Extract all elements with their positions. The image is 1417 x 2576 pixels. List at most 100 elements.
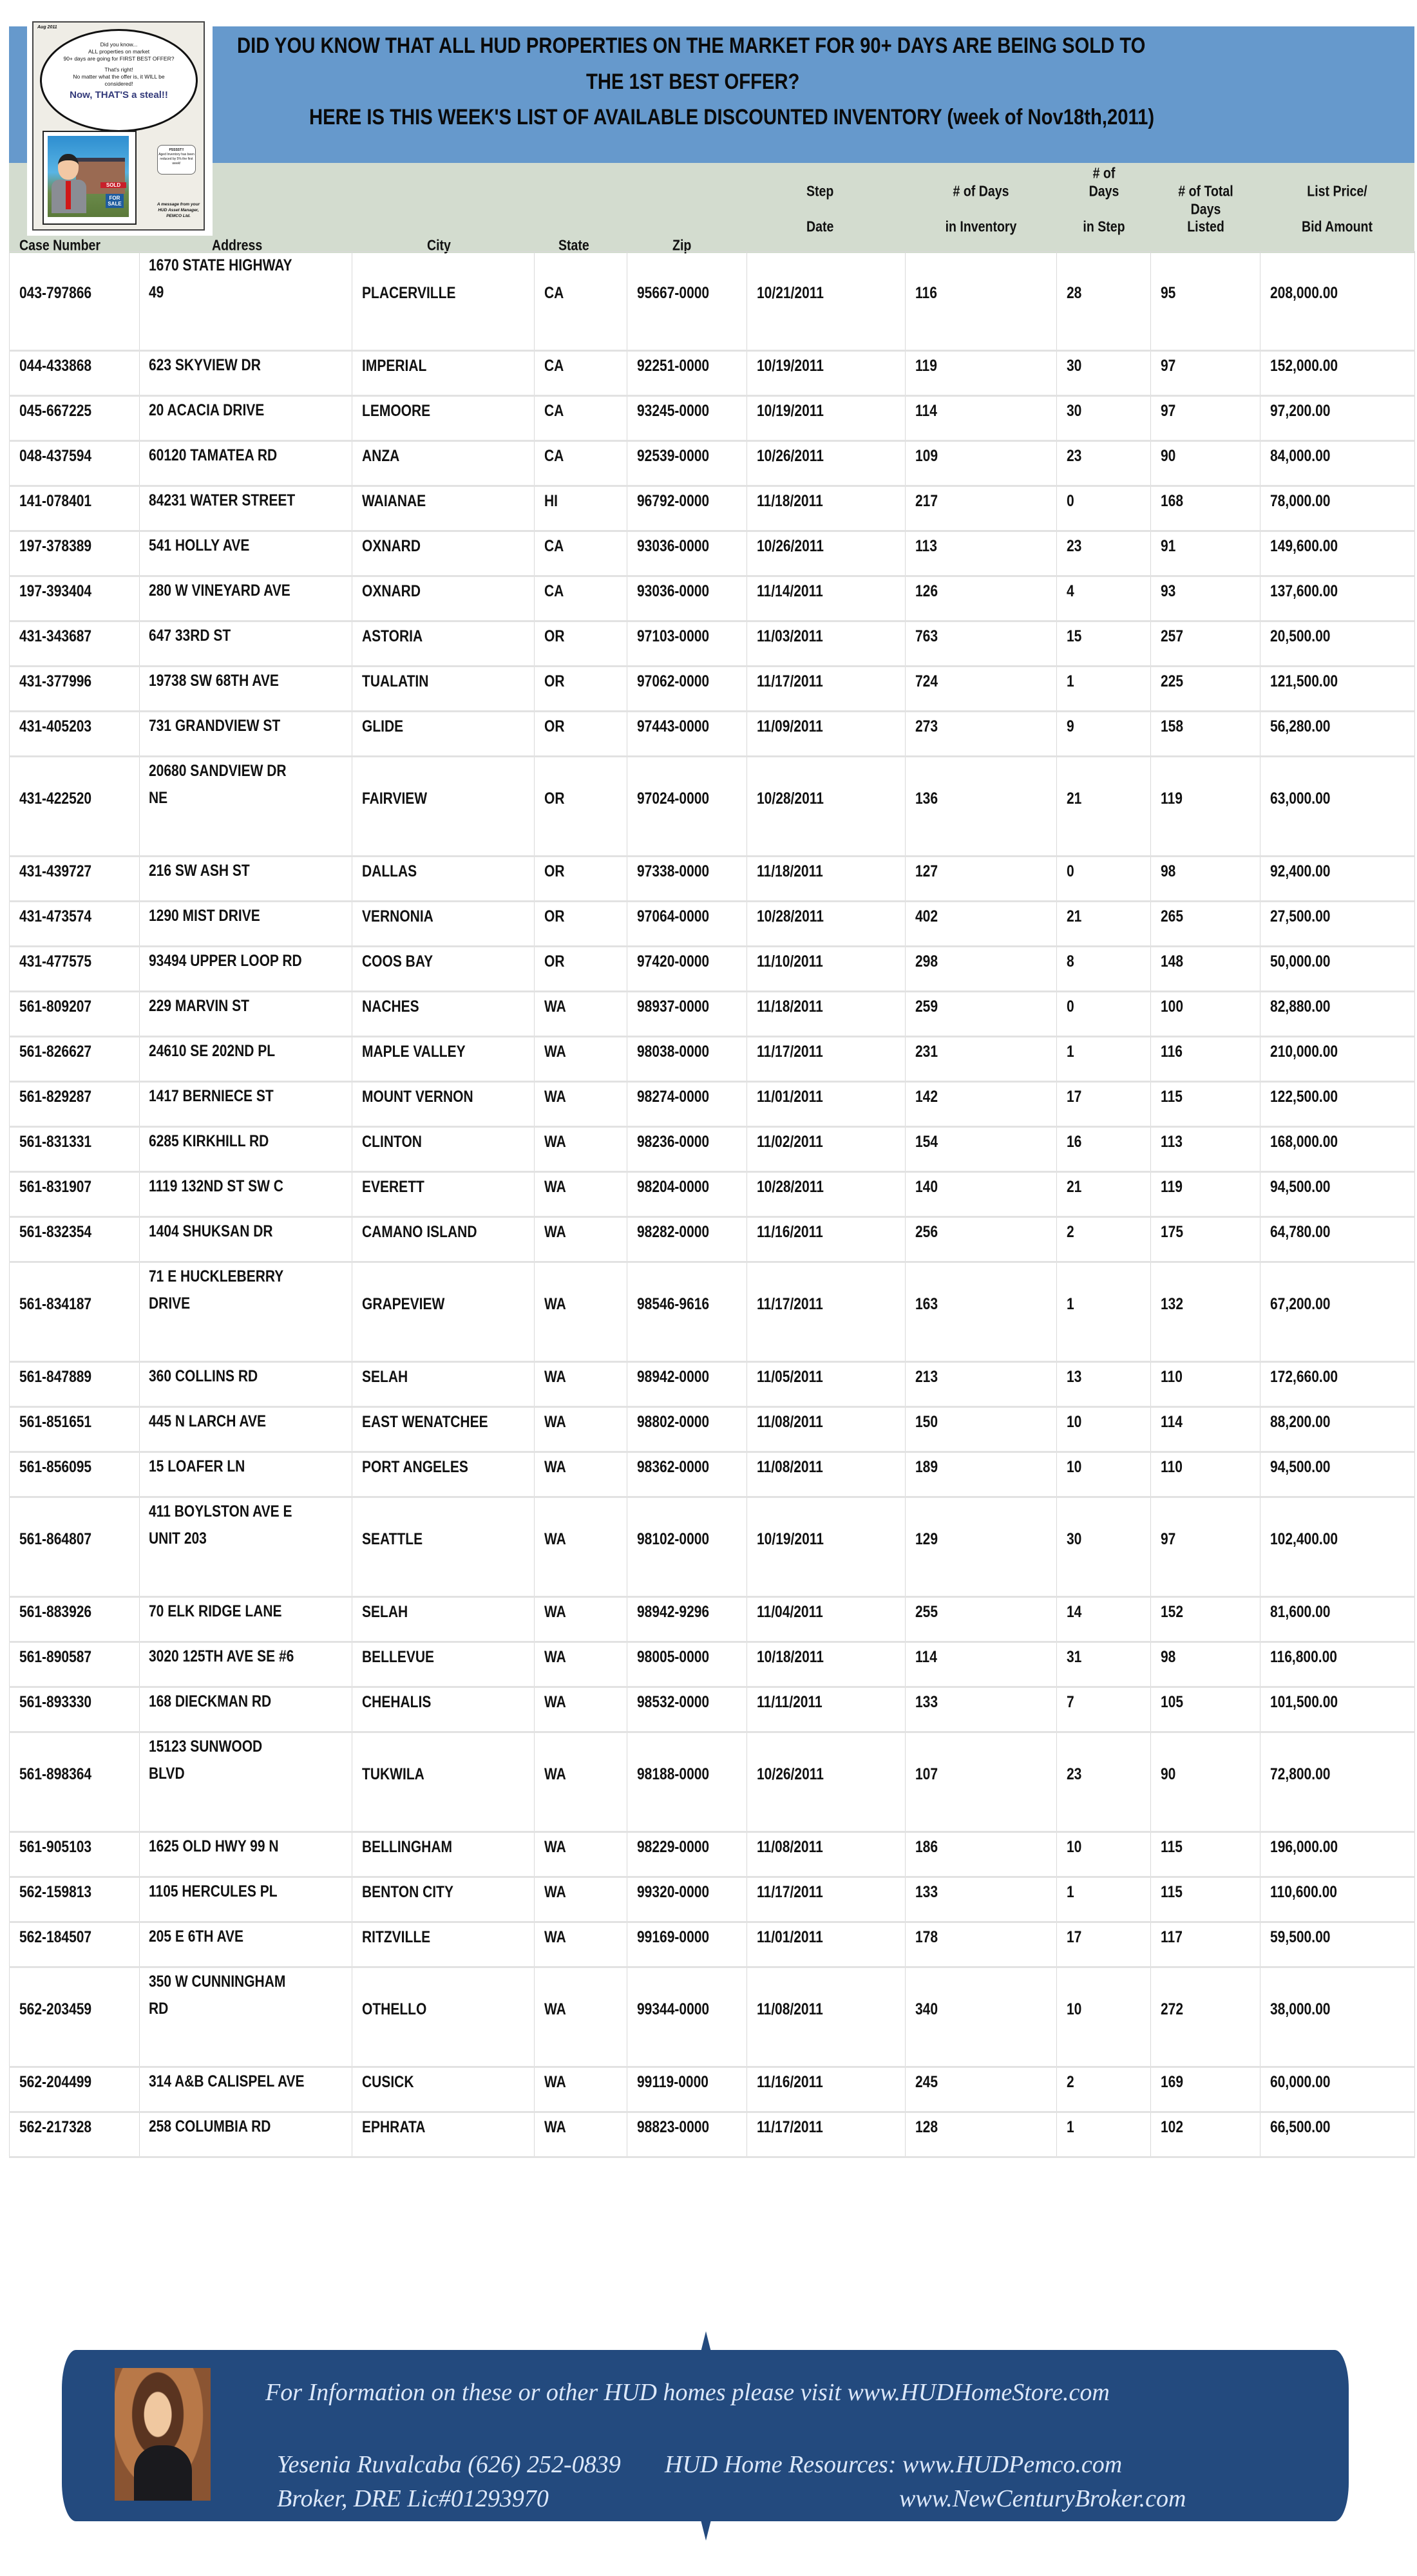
cell-days-in-inventory: 114 <box>905 1642 1057 1688</box>
state-text: WA <box>544 1458 566 1476</box>
cell-days-in-inventory: 255 <box>905 1596 1057 1643</box>
col-header-zip: Zip <box>672 236 692 254</box>
col-header-step-date: Step <box>806 182 834 200</box>
step-date-text: 11/08/2011 <box>757 1413 823 1431</box>
city-text: CUSICK <box>362 2073 414 2091</box>
total-days-listed-text: 98 <box>1161 1648 1176 1666</box>
salesman-figure <box>52 154 86 218</box>
col-header-days-inventory: in Inventory <box>945 218 1017 235</box>
contact-footer: For Information on these or other HUD ho… <box>62 2350 1349 2521</box>
total-days-listed-text: 91 <box>1161 537 1176 555</box>
cell-list-price: 116,800.00 <box>1260 1642 1415 1688</box>
cell-zip: 98188-0000 <box>627 1732 747 1833</box>
days-in-inventory-text: 186 <box>915 1838 938 1856</box>
cell-address: 216 SW ASH ST <box>139 856 352 902</box>
cell-step-date: 11/17/2011 <box>747 2112 906 2158</box>
cell-total-days-listed: 98 <box>1150 1642 1260 1688</box>
bubble-text: ALL properties on market <box>88 48 150 55</box>
table-row: 431-473574 1290 MIST DRIVE VERNONIA OR 97064… <box>9 901 1415 947</box>
days-in-inventory-text: 119 <box>915 357 937 375</box>
list-price-text: 81,600.00 <box>1270 1603 1331 1621</box>
city-text: TUALATIN <box>362 672 429 690</box>
address-text: 360 COLLINS RD <box>149 1367 258 1385</box>
days-in-step-text: 8 <box>1067 952 1074 971</box>
cell-list-price: 60,000.00 <box>1260 2067 1415 2113</box>
cell-total-days-listed: 119 <box>1150 1171 1260 1218</box>
zip-text: 92539-0000 <box>637 447 710 465</box>
cell-city: MAPLE VALLEY <box>352 1036 535 1083</box>
cell-zip: 92539-0000 <box>627 440 747 487</box>
cell-state: CA <box>534 531 627 577</box>
table-row: 197-393404 280 W VINEYARD AVE OXNARD CA 9303… <box>9 576 1415 622</box>
zip-text: 97103-0000 <box>637 627 710 645</box>
cell-days-in-inventory: 724 <box>905 666 1057 712</box>
cell-case-number: 197-393404 <box>9 576 140 622</box>
cell-step-date: 11/17/2011 <box>747 1036 906 1083</box>
total-days-listed-text: 119 <box>1161 1178 1183 1196</box>
cell-city: DALLAS <box>352 856 535 902</box>
cell-city: CAMANO ISLAND <box>352 1217 535 1263</box>
cell-list-price: 102,400.00 <box>1260 1497 1415 1598</box>
step-date-text: 10/28/2011 <box>757 790 824 808</box>
cell-total-days-listed: 116 <box>1150 1036 1260 1083</box>
psst-title: PSSSST!! <box>169 148 184 152</box>
cell-total-days-listed: 132 <box>1150 1262 1260 1363</box>
hud-resources-link[interactable]: HUD Home Resources: www.HUDPemco.com <box>665 2451 1123 2478</box>
cell-list-price: 196,000.00 <box>1260 1832 1415 1878</box>
days-in-inventory-text: 150 <box>915 1413 938 1431</box>
table-row: 431-377996 19738 SW 68TH AVE TUALATIN OR 970… <box>9 666 1415 712</box>
cell-step-date: 11/09/2011 <box>747 711 906 757</box>
days-in-inventory-text: 142 <box>915 1088 938 1106</box>
cell-city: GRAPEVIEW <box>352 1262 535 1363</box>
cell-total-days-listed: 91 <box>1150 531 1260 577</box>
city-text: MAPLE VALLEY <box>362 1043 466 1061</box>
headline-line-3: HERE IS THIS WEEK'S LIST OF AVAILABLE DI… <box>309 105 1155 129</box>
days-in-inventory-text: 178 <box>915 1928 938 1946</box>
cell-step-date: 10/19/2011 <box>747 395 906 442</box>
bubble-tagline: Now, THAT'S a steal!! <box>70 90 168 100</box>
cell-days-in-inventory: 186 <box>905 1832 1057 1878</box>
cell-city: BENTON CITY <box>352 1877 535 1923</box>
days-in-step-text: 0 <box>1067 492 1074 510</box>
table-row: 561-856095 15 LOAFER LN PORT ANGELES WA 9836… <box>9 1452 1415 1498</box>
cell-state: WA <box>534 1217 627 1263</box>
cell-state: CA <box>534 395 627 442</box>
cell-total-days-listed: 158 <box>1150 711 1260 757</box>
state-text: WA <box>544 1928 566 1946</box>
city-text: BENTON CITY <box>362 1883 453 1901</box>
case-number-text: 562-184507 <box>19 1928 92 1946</box>
list-price-text: 102,400.00 <box>1270 1530 1338 1548</box>
list-price-text: 20,500.00 <box>1270 627 1331 645</box>
cell-days-in-inventory: 163 <box>905 1262 1057 1363</box>
cell-city: OXNARD <box>352 531 535 577</box>
table-row: 141-078401 84231 WATER STREET WAIANAE HI 967… <box>9 486 1415 532</box>
cell-case-number: 562-217328 <box>9 2112 140 2158</box>
cell-city: SEATTLE <box>352 1497 535 1598</box>
bubble-text: Did you know... <box>100 41 138 48</box>
list-price-text: 208,000.00 <box>1270 284 1338 302</box>
city-text: OXNARD <box>362 537 421 555</box>
days-in-inventory-text: 217 <box>915 492 938 510</box>
cell-step-date: 11/14/2011 <box>747 576 906 622</box>
cell-state: WA <box>534 1126 627 1173</box>
cell-state: OR <box>534 711 627 757</box>
cell-list-price: 38,000.00 <box>1260 1967 1415 2068</box>
cell-address: 71 E HUCKLEBERRY DRIVE <box>139 1262 352 1363</box>
cell-days-in-inventory: 213 <box>905 1361 1057 1408</box>
zip-text: 98942-9296 <box>637 1603 710 1621</box>
total-days-listed-text: 98 <box>1161 862 1176 880</box>
cell-case-number: 561-864807 <box>9 1497 140 1598</box>
cell-case-number: 431-343687 <box>9 621 140 667</box>
cell-case-number: 561-898364 <box>9 1732 140 1833</box>
cell-list-price: 149,600.00 <box>1260 531 1415 577</box>
cell-days-in-inventory: 245 <box>905 2067 1057 2113</box>
step-date-text: 10/19/2011 <box>757 357 824 375</box>
city-text: TUKWILA <box>362 1765 424 1783</box>
broker-website-link[interactable]: www.NewCenturyBroker.com <box>899 2485 1186 2512</box>
state-text: WA <box>544 2073 566 2091</box>
state-text: WA <box>544 1765 566 1783</box>
days-in-inventory-text: 154 <box>915 1133 938 1151</box>
cell-list-price: 72,800.00 <box>1260 1732 1415 1833</box>
table-row: 431-439727 216 SW ASH ST DALLAS OR 97338-000… <box>9 856 1415 902</box>
days-in-inventory-text: 298 <box>915 952 938 971</box>
